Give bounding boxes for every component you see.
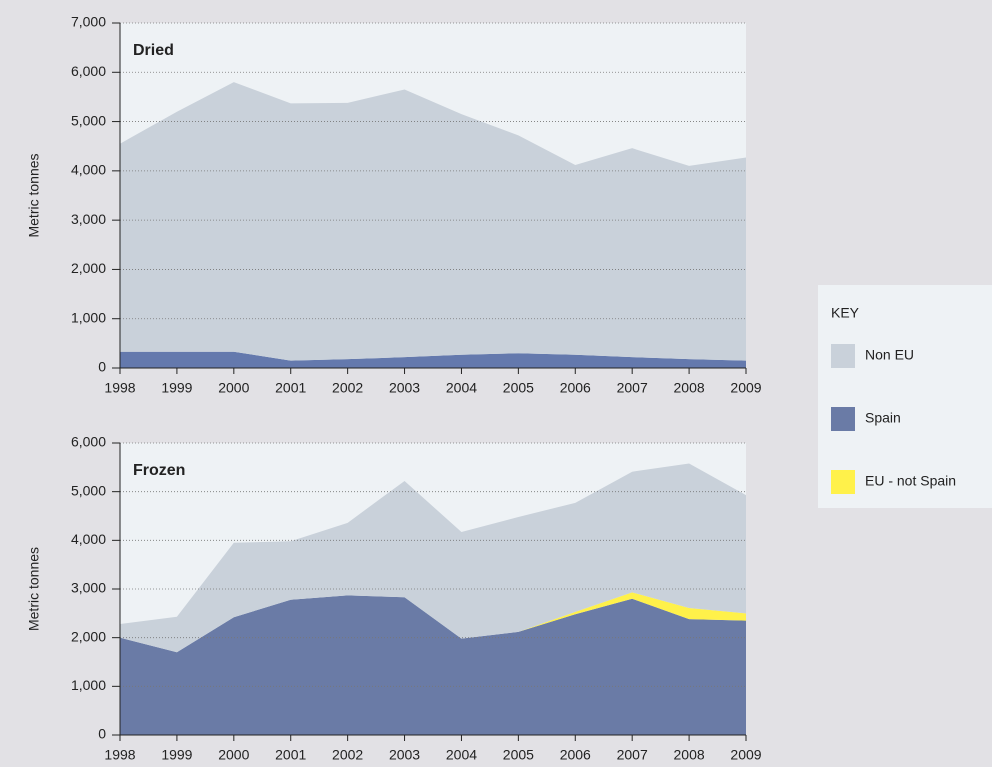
area [120,463,746,653]
x-tick-label: 2001 [275,747,306,763]
y-tick-label: 6,000 [71,434,106,450]
y-tick-label: 3,000 [71,580,106,596]
legend-swatch [831,407,855,431]
legend-swatch [831,470,855,494]
y-tick-label: 2,000 [71,628,106,644]
legend-title: KEY [831,305,860,321]
x-tick-label: 2004 [446,380,477,396]
x-tick-label: 2005 [503,380,534,396]
legend-label: Non EU [865,347,914,363]
legend-label: Spain [865,410,901,426]
x-tick-label: 2008 [674,747,705,763]
x-tick-label: 1999 [161,747,192,763]
y-tick-label: 6,000 [71,63,106,79]
x-tick-label: 2007 [617,380,648,396]
x-tick-label: 2002 [332,380,363,396]
area [120,82,746,361]
chart-title: Dried [133,42,174,59]
x-tick-label: 2003 [389,380,420,396]
x-tick-label: 1998 [104,747,135,763]
area [120,595,746,735]
y-tick-label: 5,000 [71,482,106,498]
x-tick-label: 2007 [617,747,648,763]
y-tick-label: 0 [98,726,106,742]
x-tick-label: 2005 [503,747,534,763]
x-tick-label: 2008 [674,380,705,396]
x-tick-label: 2002 [332,747,363,763]
x-tick-label: 2003 [389,747,420,763]
y-tick-label: 7,000 [71,14,106,30]
x-tick-label: 2009 [730,380,761,396]
legend-swatch [831,344,855,368]
y-axis-label: Metric tonnes [26,547,42,631]
x-tick-label: 1999 [161,380,192,396]
y-tick-label: 5,000 [71,112,106,128]
x-tick-label: 2000 [218,747,249,763]
y-tick-label: 3,000 [71,211,106,227]
y-tick-label: 2,000 [71,260,106,276]
y-axis-label: Metric tonnes [26,153,42,237]
chart-title: Frozen [133,462,185,479]
y-tick-label: 0 [98,359,106,375]
x-tick-label: 1998 [104,380,135,396]
y-tick-label: 1,000 [71,309,106,325]
area [120,351,746,368]
y-tick-label: 4,000 [71,162,106,178]
y-tick-label: 1,000 [71,677,106,693]
x-tick-label: 2006 [560,747,591,763]
x-tick-label: 2000 [218,380,249,396]
x-tick-label: 2004 [446,747,477,763]
legend-label: EU - not Spain [865,473,956,489]
y-tick-label: 4,000 [71,531,106,547]
x-tick-label: 2009 [730,747,761,763]
x-tick-label: 2006 [560,380,591,396]
area [120,592,746,653]
x-tick-label: 2001 [275,380,306,396]
